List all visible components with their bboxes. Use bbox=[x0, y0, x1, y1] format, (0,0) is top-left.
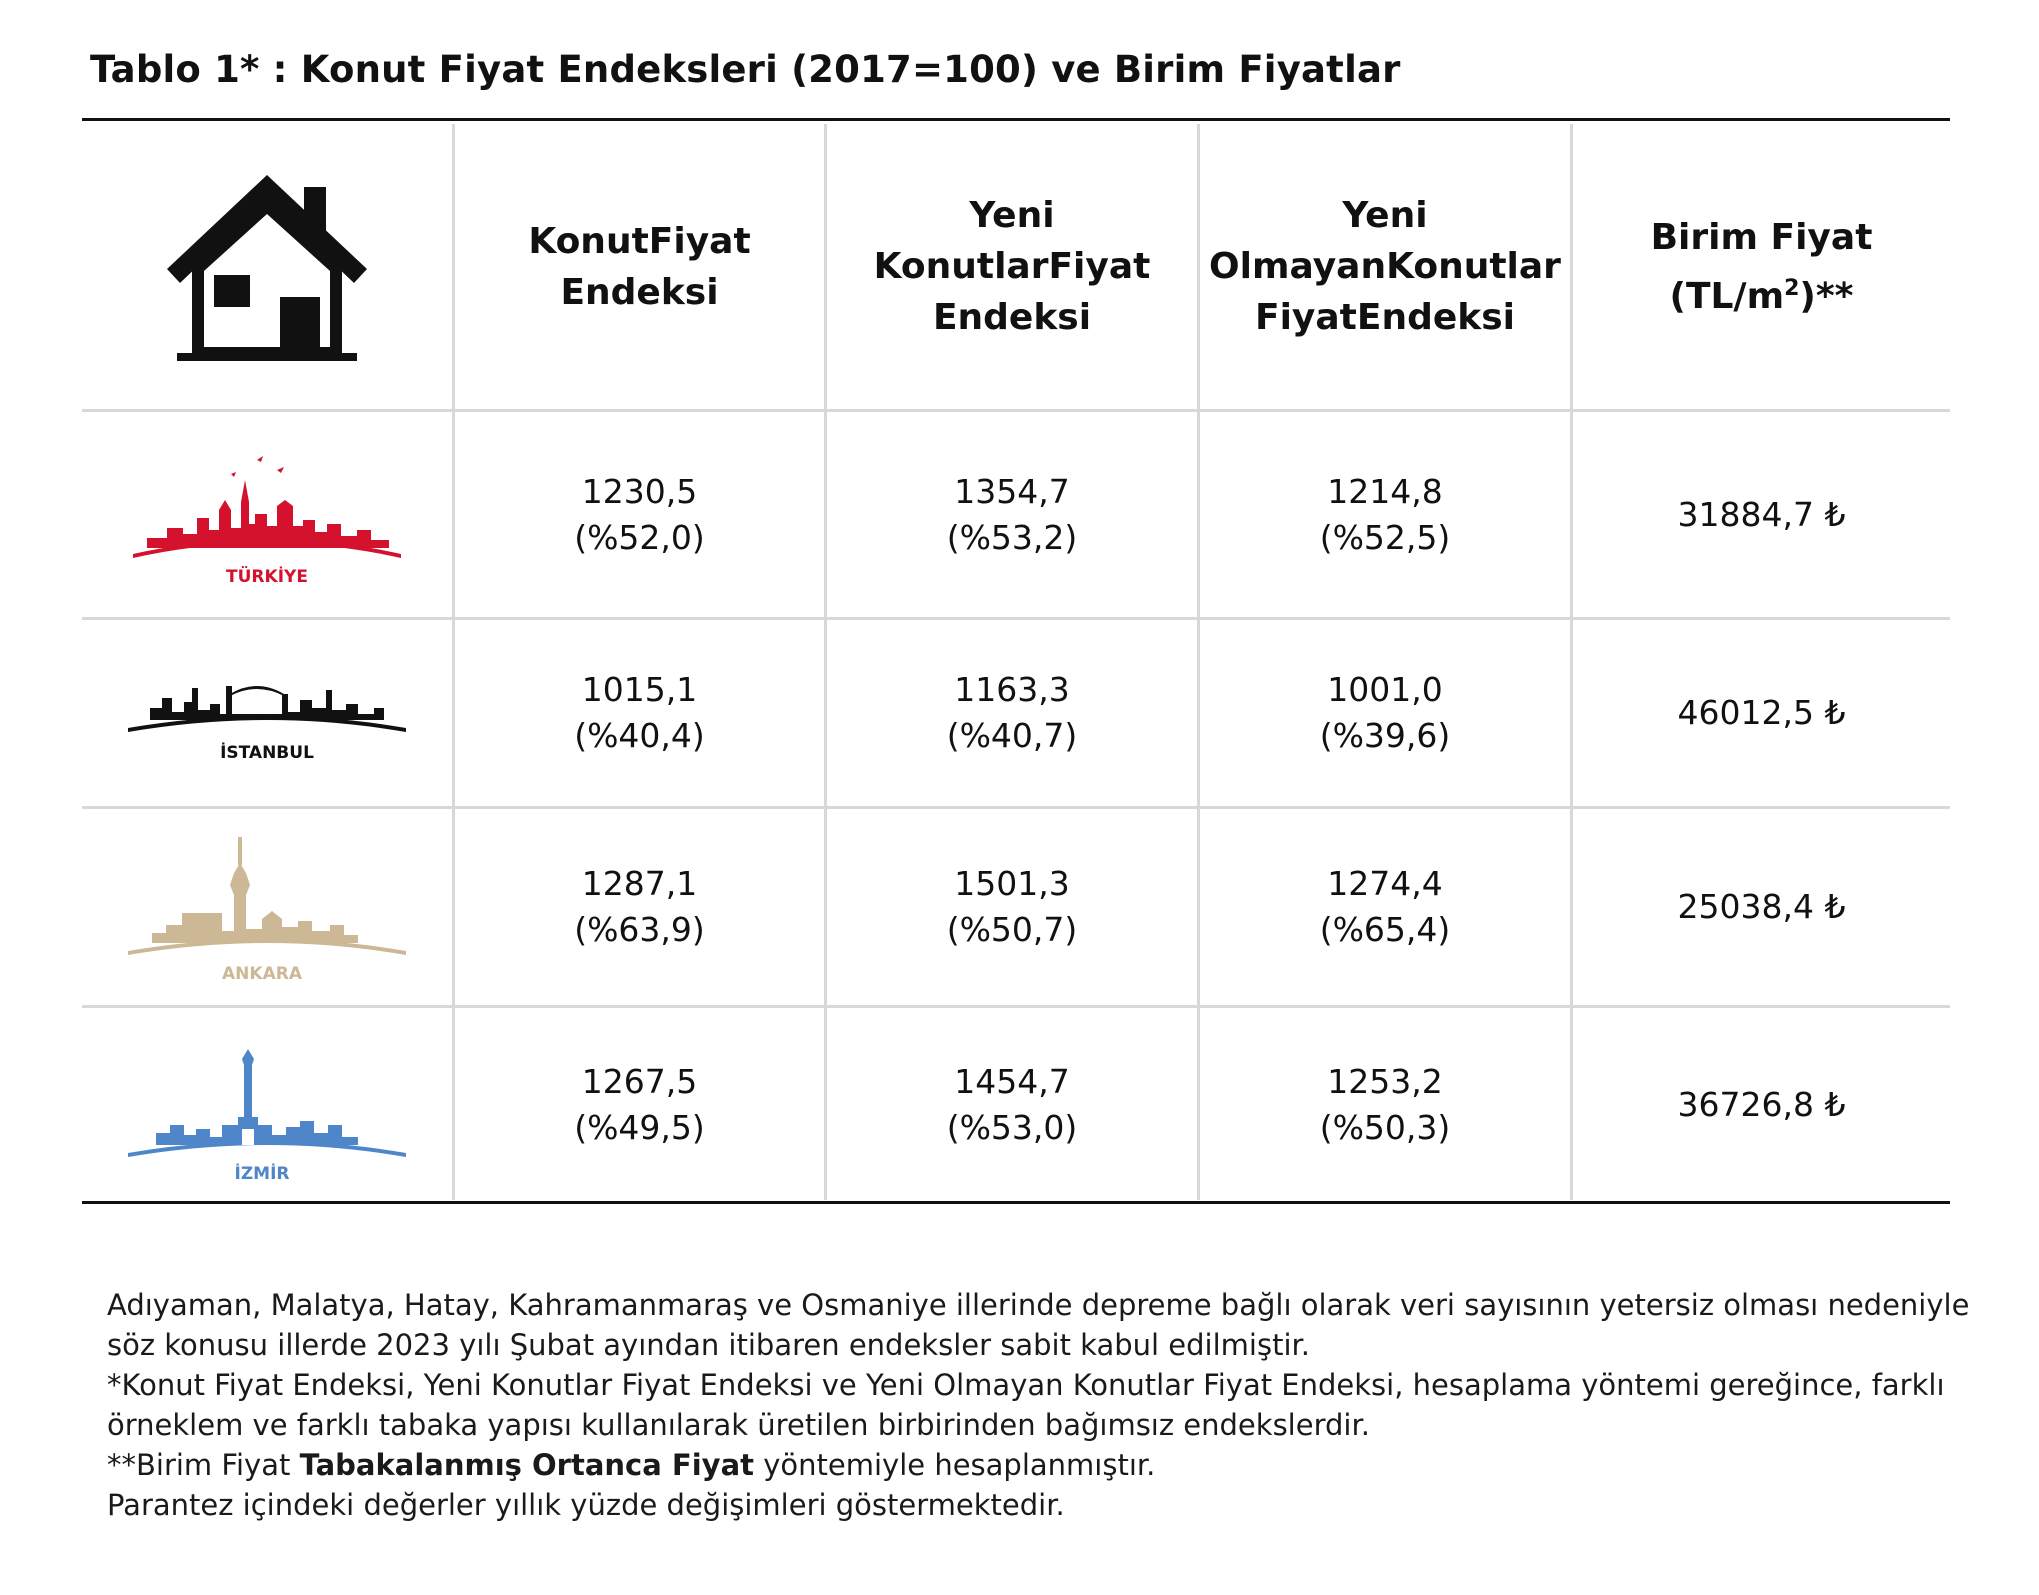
ankara-skyline-logo: ANKARA bbox=[82, 809, 452, 1005]
izmir-konut-index: 1267,5 (%49,5) bbox=[574, 1061, 705, 1147]
city-name: İZMİR bbox=[235, 1162, 290, 1184]
row-divider bbox=[82, 806, 1950, 809]
turkiye-yeni-olmayan-index: 1214,8 (%52,5) bbox=[1319, 471, 1451, 557]
header-konut-fiyat-endeksi: KonutFiyat Endeksi bbox=[528, 220, 751, 313]
ankara-yeni-index: 1501,3 (%50,7) bbox=[946, 864, 1078, 949]
column-divider bbox=[452, 124, 455, 1200]
izmir-skyline-logo: İZMİR bbox=[82, 1008, 452, 1201]
city-name: İSTANBUL bbox=[220, 741, 314, 763]
turkiye-yeni-index: 1354,7 (%53,2) bbox=[946, 471, 1078, 557]
istanbul-birim-fiyat: 46012,5 ₺ bbox=[1677, 693, 1846, 732]
header-birim-fiyat: Birim Fiyat (TL/m2)** bbox=[1650, 216, 1873, 317]
footnote-line: Adıyaman, Malatya, Hatay, Kahramanmaraş … bbox=[107, 1288, 1970, 1322]
header-yeni-konutlar: Yeni KonutlarFiyat Endeksi bbox=[873, 195, 1151, 338]
footnote-line: örneklem ve farklı tabaka yapısı kullanı… bbox=[107, 1408, 1370, 1442]
row-divider bbox=[82, 1005, 1950, 1008]
ankara-yeni-olmayan-index: 1274,4 (%65,4) bbox=[1319, 864, 1451, 949]
header-yeni-olmayan: Yeni OlmayanKonutlar FiyatEndeksi bbox=[1209, 195, 1561, 338]
istanbul-yeni-index: 1163,3 (%40,7) bbox=[946, 670, 1078, 755]
istanbul-konut-index: 1015,1 (%40,4) bbox=[574, 670, 705, 755]
column-divider bbox=[1197, 124, 1200, 1200]
ankara-birim-fiyat: 25038,4 ₺ bbox=[1677, 887, 1846, 926]
house-icon bbox=[82, 124, 452, 409]
city-name: ANKARA bbox=[222, 964, 303, 984]
row-divider bbox=[82, 409, 1950, 412]
istanbul-skyline-logo: İSTANBUL bbox=[82, 620, 452, 806]
turkiye-konut-index: 1230,5 (%52,0) bbox=[574, 471, 705, 557]
column-divider bbox=[824, 124, 827, 1200]
table-top-rule bbox=[82, 118, 1950, 121]
footnote-line: Parantez içindeki değerler yıllık yüzde … bbox=[107, 1488, 1065, 1522]
table-bottom-rule bbox=[82, 1201, 1950, 1204]
city-name: TÜRKİYE bbox=[226, 565, 308, 587]
row-divider bbox=[82, 617, 1950, 620]
istanbul-yeni-olmayan-index: 1001,0 (%39,6) bbox=[1319, 670, 1451, 755]
turkiye-skyline-logo: TÜRKİYE bbox=[82, 412, 452, 617]
izmir-birim-fiyat: 36726,8 ₺ bbox=[1677, 1084, 1846, 1124]
column-divider bbox=[1570, 124, 1573, 1200]
footnote-line: *Konut Fiyat Endeksi, Yeni Konutlar Fiya… bbox=[107, 1368, 1945, 1402]
footnote-line: söz konusu illerde 2023 yılı Şubat ayınd… bbox=[107, 1328, 1310, 1362]
footnotes: Adıyaman, Malatya, Hatay, Kahramanmaraş … bbox=[107, 1285, 2007, 1525]
ankara-konut-index: 1287,1 (%63,9) bbox=[574, 864, 705, 949]
table-title: Tablo 1* : Konut Fiyat Endeksleri (2017=… bbox=[90, 48, 1401, 91]
izmir-yeni-olmayan-index: 1253,2 (%50,3) bbox=[1319, 1061, 1451, 1147]
izmir-yeni-index: 1454,7 (%53,0) bbox=[946, 1061, 1078, 1147]
footnote-line: **Birim Fiyat Tabakalanmış Ortanca Fiyat… bbox=[107, 1448, 1156, 1482]
turkiye-birim-fiyat: 31884,7 ₺ bbox=[1677, 494, 1846, 534]
